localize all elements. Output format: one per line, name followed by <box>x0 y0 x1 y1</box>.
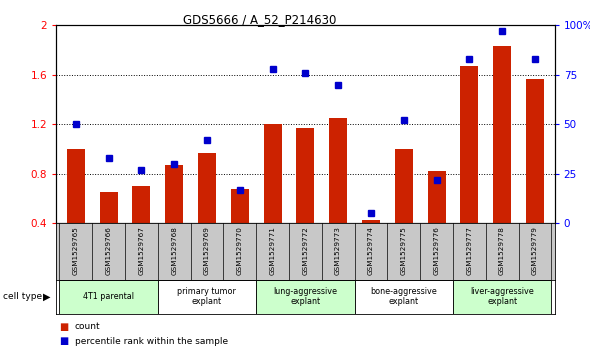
Text: GSM1529770: GSM1529770 <box>237 226 242 275</box>
Bar <box>256 280 355 314</box>
Text: GSM1529776: GSM1529776 <box>434 226 440 275</box>
Bar <box>355 280 453 314</box>
Text: GSM1529772: GSM1529772 <box>302 226 309 275</box>
Text: GSM1529774: GSM1529774 <box>368 226 374 275</box>
Bar <box>132 186 150 223</box>
Bar <box>60 280 158 314</box>
Text: ■: ■ <box>59 336 68 346</box>
Text: ▶: ▶ <box>42 292 50 302</box>
Text: 4T1 parental: 4T1 parental <box>83 292 134 301</box>
Bar <box>296 128 314 223</box>
Bar <box>460 66 478 223</box>
Text: ■: ■ <box>59 322 68 332</box>
Bar <box>264 124 281 223</box>
Bar <box>100 192 117 223</box>
Text: GDS5666 / A_52_P214630: GDS5666 / A_52_P214630 <box>183 13 336 26</box>
Text: lung-aggressive
explant: lung-aggressive explant <box>273 287 337 306</box>
Bar <box>453 280 551 314</box>
Text: GSM1529775: GSM1529775 <box>401 226 407 275</box>
Bar <box>329 118 347 223</box>
Bar <box>198 153 216 223</box>
Bar <box>395 149 413 223</box>
Bar <box>362 220 380 223</box>
Text: GSM1529768: GSM1529768 <box>171 226 177 275</box>
Bar <box>526 78 544 223</box>
Text: GSM1529767: GSM1529767 <box>138 226 145 275</box>
Text: GSM1529777: GSM1529777 <box>466 226 473 275</box>
Bar <box>67 149 85 223</box>
Text: GSM1529779: GSM1529779 <box>532 226 538 275</box>
Text: GSM1529771: GSM1529771 <box>270 226 276 275</box>
Bar <box>158 280 256 314</box>
Bar <box>165 165 183 223</box>
Bar <box>493 46 511 223</box>
Text: liver-aggressive
explant: liver-aggressive explant <box>470 287 534 306</box>
Text: GSM1529765: GSM1529765 <box>73 226 78 275</box>
Text: cell type: cell type <box>3 292 42 301</box>
Text: count: count <box>75 322 100 331</box>
Text: percentile rank within the sample: percentile rank within the sample <box>75 337 228 346</box>
Text: GSM1529766: GSM1529766 <box>106 226 112 275</box>
Text: GSM1529778: GSM1529778 <box>499 226 505 275</box>
Text: bone-aggressive
explant: bone-aggressive explant <box>371 287 437 306</box>
Text: GSM1529773: GSM1529773 <box>335 226 341 275</box>
Text: primary tumor
explant: primary tumor explant <box>178 287 237 306</box>
Text: GSM1529769: GSM1529769 <box>204 226 210 275</box>
Bar <box>231 189 249 223</box>
Bar <box>428 171 445 223</box>
